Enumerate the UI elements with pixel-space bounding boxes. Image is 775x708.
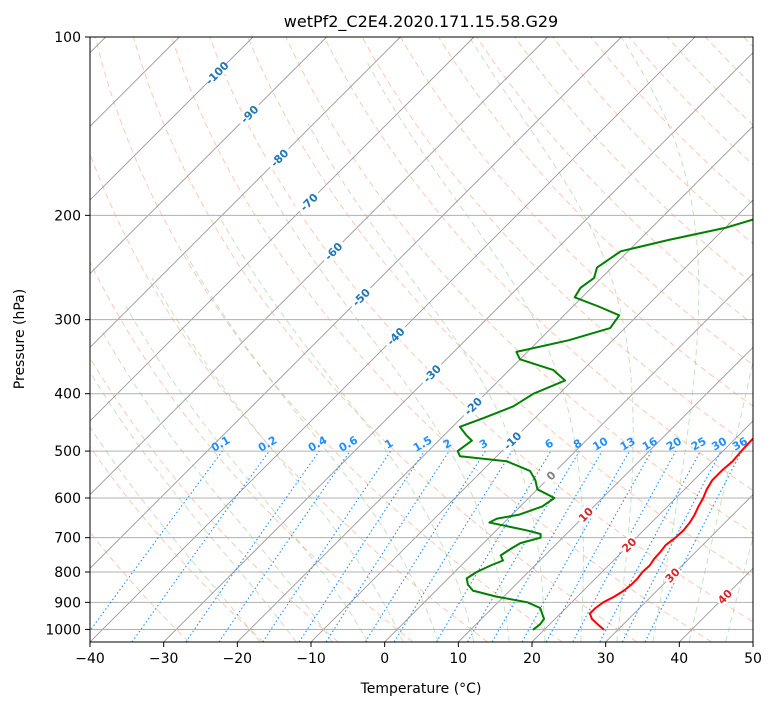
moist-adiabat-label-bg <box>539 464 562 487</box>
moist-adiabat-line <box>151 277 404 642</box>
series-lines <box>456 218 753 631</box>
isotherm-line <box>90 37 401 348</box>
x-axis: −40 −30 −20 −10 0 10 20 30 40 50 <box>75 642 762 667</box>
mixing-ratio-line <box>185 450 320 642</box>
y-tick-label: 700 <box>54 531 81 547</box>
x-tick-label: 0 <box>380 651 389 667</box>
y-tick-label: 100 <box>54 30 81 46</box>
moist-adiabat-line <box>125 306 369 642</box>
isotherm-line <box>237 125 753 642</box>
mixing-ratio-line <box>90 450 223 632</box>
dry-adiabat-line <box>132 37 638 642</box>
moist-adiabat-label-bg <box>713 585 736 608</box>
mixing-ratio-line <box>325 450 450 642</box>
isotherm-line <box>605 494 753 642</box>
plot-frame <box>89 36 754 643</box>
mixing-ratio-line <box>572 450 677 642</box>
moist-adiabat-line <box>307 123 546 642</box>
isotherm-line <box>384 273 753 642</box>
dry-adiabat-label-bg <box>294 187 323 216</box>
moist-adiabat-line <box>218 215 475 642</box>
dry-adiabat-label-bg <box>498 426 526 455</box>
moist-adiabat-line <box>688 358 753 642</box>
moist-adiabat-line <box>183 251 439 642</box>
dewpoint-line <box>456 218 753 631</box>
mixing-ratio-line <box>298 450 425 642</box>
isotherm-line <box>90 37 622 569</box>
isotherm-line <box>163 52 753 642</box>
moist-adiabat-label-bg <box>661 563 684 586</box>
dry-adiabat-line <box>323 37 753 491</box>
dry-adiabat-label-bg <box>319 237 347 265</box>
isobars <box>90 37 753 630</box>
moist-adiabat-line <box>366 61 584 642</box>
moist-adiabat-line <box>620 37 700 642</box>
moist-adiabat-line <box>90 370 297 642</box>
dry-adiabat-line <box>90 356 339 642</box>
mixing-ratio-line <box>218 450 351 642</box>
isotherm-line <box>90 37 475 422</box>
dry-adiabat-line <box>94 37 563 642</box>
dry-adiabat-label-bg <box>265 143 293 172</box>
moist-adiabat-line <box>725 536 753 642</box>
x-tick-label: 50 <box>744 651 762 667</box>
mixing-ratio-line <box>521 450 630 642</box>
mixing-ratio-line <box>393 450 513 642</box>
dry-adiabat-label-bg <box>458 392 487 420</box>
y-tick-label: 500 <box>54 444 81 460</box>
mixing-ratio-line <box>131 450 270 642</box>
dry-adiabat-line <box>90 446 264 642</box>
moist-adiabat-label-bg <box>574 503 597 526</box>
dry-adiabat-line <box>171 37 712 642</box>
y-tick-label: 1000 <box>45 622 81 638</box>
isotherm-line <box>90 37 548 496</box>
isotherm-line <box>90 37 254 201</box>
temperature-line <box>588 437 753 631</box>
x-axis-label: Temperature (°C) <box>360 681 482 697</box>
x-tick-label: 20 <box>523 651 541 667</box>
dry-adiabat-line <box>285 37 753 535</box>
dry-adiabat-line <box>247 37 753 578</box>
y-tick-label: 600 <box>54 491 81 507</box>
mixing-ratio-lines <box>90 450 743 642</box>
y-tick-label: 400 <box>54 387 81 403</box>
isotherm-line <box>90 37 327 275</box>
x-tick-label: −10 <box>296 651 326 667</box>
y-tick-label: 900 <box>54 595 81 611</box>
isotherms <box>90 37 753 642</box>
x-tick-label: 30 <box>597 651 615 667</box>
dry-adiabat-line <box>90 260 414 642</box>
y-tick-label: 800 <box>54 565 81 581</box>
moist-adiabat-label-bg <box>617 533 640 556</box>
chart-title: wetPf2_C2E4.2020.171.15.58.G29 <box>284 12 558 32</box>
y-tick-label: 300 <box>54 313 81 329</box>
mixing-ratio-line <box>644 450 743 642</box>
x-tick-label: 10 <box>449 651 467 667</box>
dry-adiabat-line <box>476 37 753 325</box>
y-axis: 100 200 300 400 500 600 700 800 900 1000 <box>45 30 90 638</box>
isotherm-line <box>458 346 753 642</box>
dry-adiabat-label-bg <box>202 58 231 87</box>
dry-adiabat-label-bg <box>235 100 263 128</box>
mixing-ratio-line <box>545 450 653 642</box>
moist-adiabat-line <box>258 173 510 642</box>
dry-adiabat-line <box>514 37 753 285</box>
dry-adiabat-label-bg <box>346 283 375 311</box>
x-tick-label: 40 <box>670 651 688 667</box>
x-tick-label: −20 <box>223 651 253 667</box>
dry-adiabat-label-bg <box>417 359 446 388</box>
isotherm-line <box>310 199 753 642</box>
moist-adiabat-line <box>90 426 261 642</box>
x-tick-label: −30 <box>149 651 179 667</box>
moist-adiabat-line <box>102 331 333 642</box>
mixing-ratio-line <box>262 450 392 642</box>
y-axis-label: Pressure (hPa) <box>12 289 28 389</box>
dry-adiabat-label-bg <box>381 322 410 350</box>
y-tick-label: 200 <box>54 208 81 224</box>
x-tick-label: −40 <box>75 651 105 667</box>
